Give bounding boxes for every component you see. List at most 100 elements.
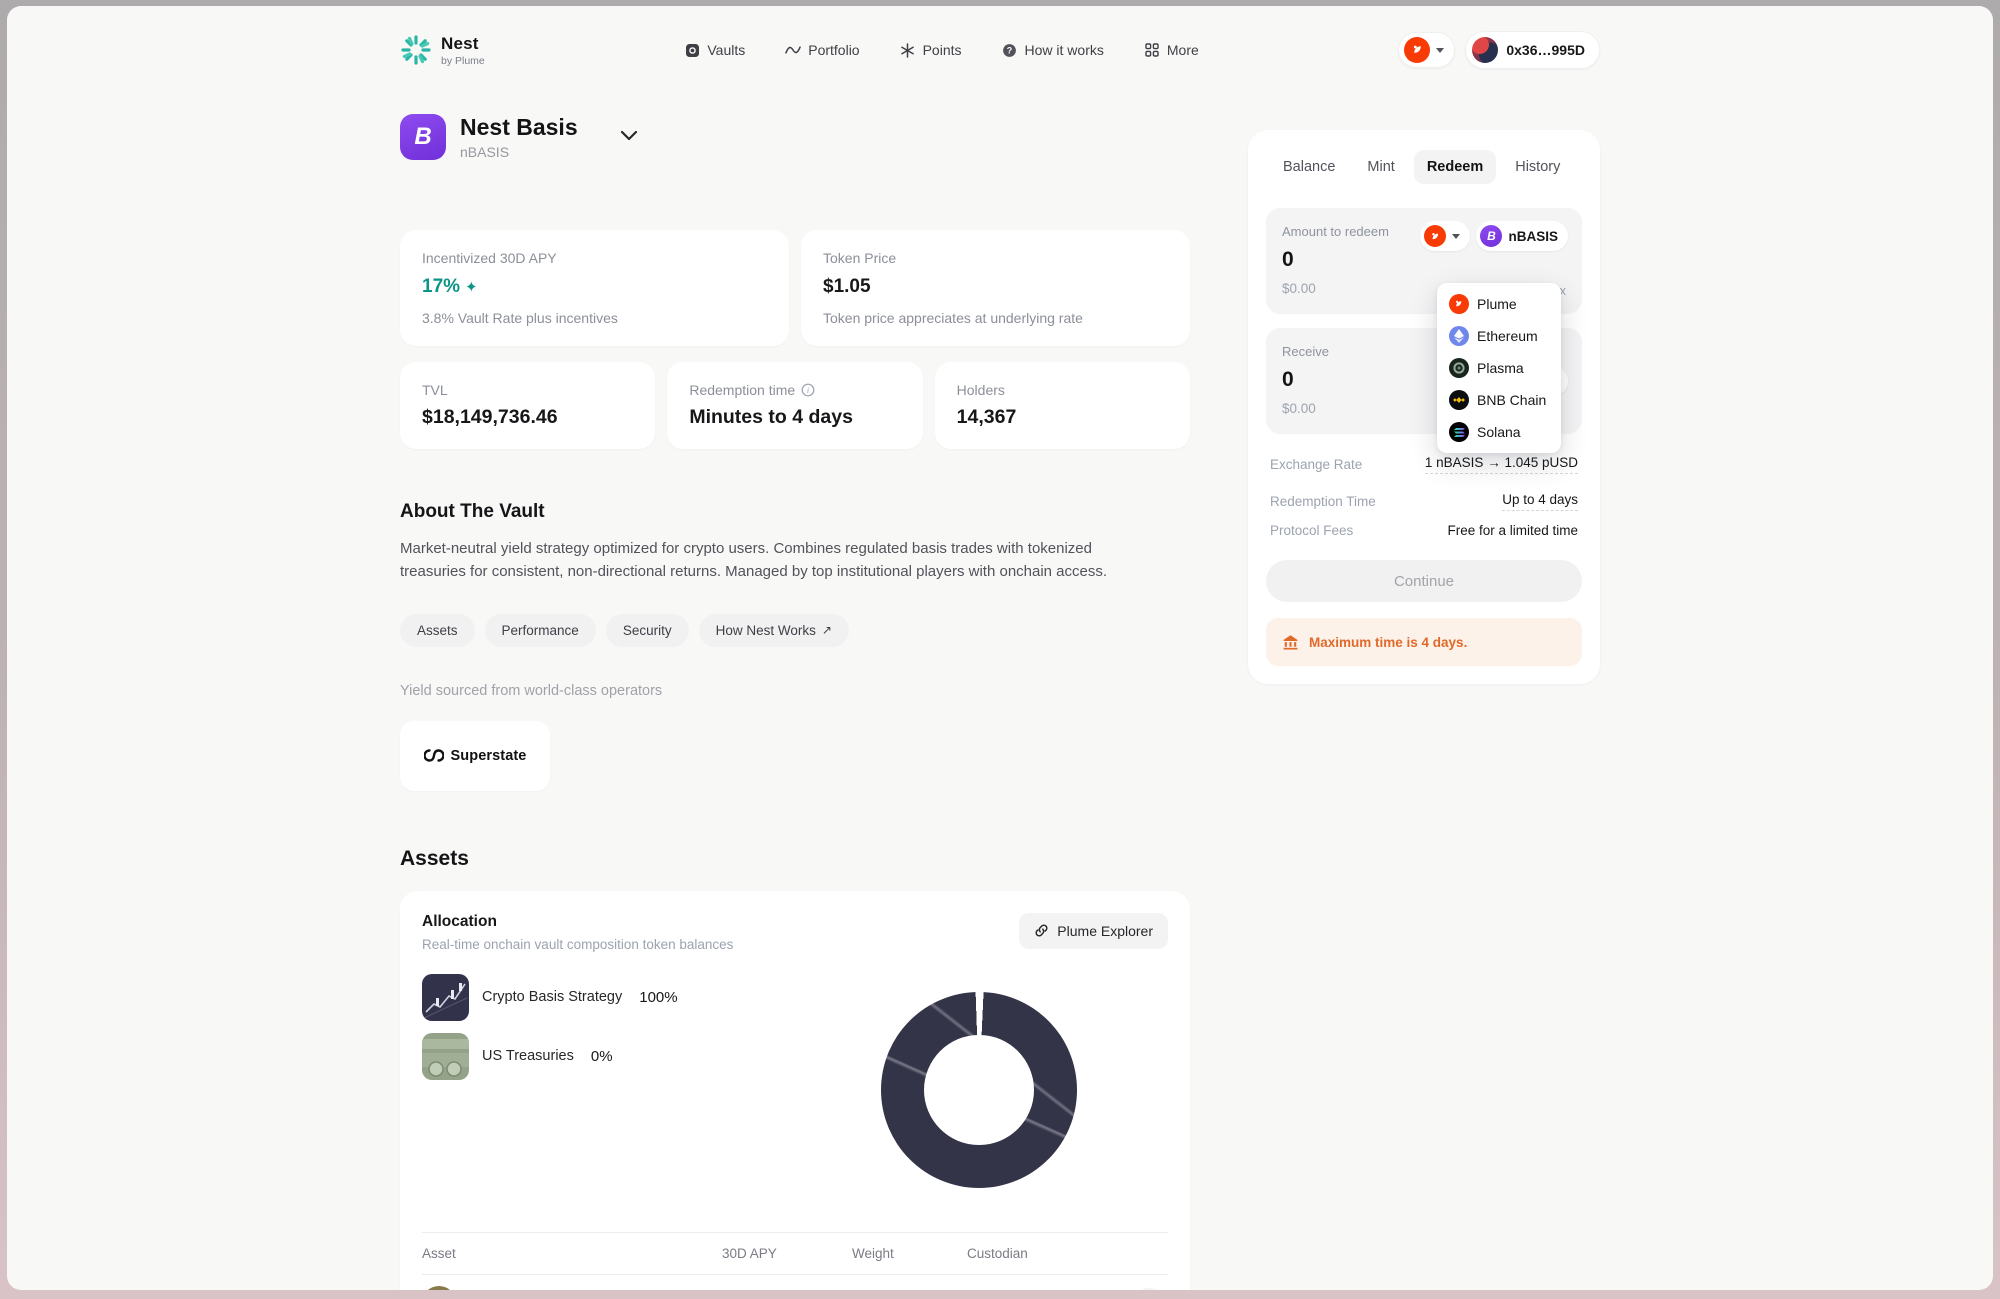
top-nav: Nest by Plume Vaults Portfolio [400, 6, 1600, 94]
nest-logo[interactable]: Nest by Plume [400, 34, 485, 67]
receive-label: Receive [1282, 344, 1329, 359]
assets-table-header-row: Asset 30D APY Weight Custodian [422, 1231, 1168, 1275]
plume-network-icon [1424, 225, 1447, 247]
portfolio-icon [785, 42, 802, 58]
tag-how-nest-works[interactable]: How Nest Works ↗ [698, 613, 849, 647]
network-name: Plume [1477, 296, 1517, 312]
network-name: BNB Chain [1477, 392, 1547, 408]
vault-title-block: Nest Basis nBASIS [460, 114, 578, 160]
app-window: Nest by Plume Vaults Portfolio [7, 6, 1993, 1290]
donut-hole [924, 1034, 1034, 1145]
tvl-label: TVL [422, 382, 448, 398]
price-value: $1.05 [823, 276, 871, 297]
nav-points[interactable]: Points [900, 42, 962, 58]
allocation-card: Allocation Real-time onchain vault compo… [400, 890, 1190, 1290]
tab-balance[interactable]: Balance [1283, 159, 1336, 175]
redemption-value: Minutes to 4 days [689, 406, 853, 428]
vault-header[interactable]: B Nest Basis nBASIS [400, 114, 1190, 160]
legend-value: 0% [590, 1047, 613, 1065]
tab-history[interactable]: History [1515, 159, 1561, 175]
max-time-warning: Maximum time is 4 days. [1266, 618, 1582, 666]
external-link-arrow-icon: ↗ [821, 623, 832, 637]
nest-burst-icon [401, 35, 431, 65]
detail-label: Exchange Rate [1270, 457, 1363, 472]
token-symbol: nBASIS [1508, 228, 1558, 244]
legend-item-crypto-basis: Crypto Basis Strategy 100% [422, 973, 1168, 1021]
continue-button[interactable]: Continue [1266, 560, 1582, 602]
price-note: Token price appreciates at underlying ra… [823, 310, 1083, 326]
tab-redeem[interactable]: Redeem [1413, 150, 1497, 184]
info-icon[interactable]: i [801, 383, 815, 397]
vault-symbol: nBASIS [460, 144, 510, 160]
allocation-title: Allocation [422, 912, 497, 930]
nav-label: More [1166, 42, 1199, 58]
apy-card: Incentivized 30D APY 17% ✦ 3.8% Vault Ra… [400, 230, 789, 346]
network-option-bnb-chain[interactable]: BNB Chain [1437, 384, 1561, 416]
warning-text: Maximum time is 4 days. [1309, 634, 1468, 650]
exchange-rate-value[interactable]: 1 nBASIS → 1.045 pUSD [1424, 455, 1578, 474]
apy-value-row: 17% ✦ [422, 276, 767, 298]
tab-mint[interactable]: Mint [1367, 159, 1395, 175]
superstate-operator-card[interactable]: Superstate [400, 720, 550, 791]
vaults-icon [684, 42, 700, 58]
network-option-plasma[interactable]: Plasma [1437, 352, 1561, 384]
crypto-basis-thumbnail [422, 973, 469, 1021]
assets-table: Asset 30D APY Weight Custodian [422, 1231, 1168, 1290]
operators-caption: Yield sourced from world-class operators [400, 682, 663, 699]
wallet-button[interactable]: 0x36…995D [1465, 31, 1600, 69]
globe-link-icon[interactable] [1134, 1287, 1164, 1290]
redemption-label-row: Redemption time i [689, 382, 900, 398]
protocol-fees-value: Free for a limited time [1447, 523, 1578, 538]
wallet-address: 0x36…995D [1506, 42, 1585, 58]
redemption-time-value[interactable]: Up to 4 days [1502, 492, 1578, 511]
bnb-chain-icon [1449, 390, 1469, 410]
chevron-down-icon[interactable] [620, 128, 638, 146]
nav-vaults[interactable]: Vaults [684, 42, 745, 58]
tag-label: Security [622, 622, 672, 638]
plume-explorer-button[interactable]: Plume Explorer [1019, 912, 1168, 949]
question-circle-icon: ? [1002, 42, 1018, 58]
nbasis-token-icon: B [1480, 225, 1503, 247]
network-name: Ethereum [1477, 328, 1538, 344]
tag-security[interactable]: Security [605, 613, 689, 647]
table-row[interactable]: Superstate USCC 4.14% 100% [422, 1274, 1168, 1290]
price-label: Token Price [823, 250, 897, 266]
network-selector-button[interactable] [1398, 32, 1456, 68]
network-option-ethereum[interactable]: Ethereum [1437, 320, 1561, 352]
tag-assets[interactable]: Assets [400, 613, 475, 647]
ethereum-icon [1449, 326, 1469, 346]
apy-value: 17% [422, 276, 461, 297]
holders-card: Holders 14,367 [934, 362, 1190, 449]
logo-text: Nest by Plume [441, 34, 485, 67]
main-nav: Vaults Portfolio Points ? [684, 42, 1199, 58]
nav-portfolio[interactable]: Portfolio [785, 42, 860, 58]
us-treasuries-thumbnail [422, 1032, 469, 1080]
tag-performance[interactable]: Performance [484, 613, 596, 647]
col-header-custodian: Custodian [967, 1231, 1168, 1275]
redeem-details: Exchange Rate 1 nBASIS → 1.045 pUSD Rede… [1266, 455, 1582, 538]
redemption-time-row: Redemption Time Up to 4 days [1270, 492, 1578, 511]
network-option-plume[interactable]: Plume [1437, 288, 1561, 320]
nav-label: Points [922, 42, 962, 58]
plasma-icon [1449, 358, 1469, 378]
holders-value: 14,367 [956, 406, 1017, 428]
about-tags: Assets Performance Security How Nest Wor… [400, 613, 1190, 647]
about-description: Market-neutral yield strategy optimized … [400, 540, 1108, 581]
network-option-solana[interactable]: Solana [1437, 416, 1561, 448]
receive-value: 0 [1282, 368, 1294, 391]
about-heading: About The Vault [400, 501, 545, 522]
amount-network-selector[interactable] [1420, 221, 1471, 251]
redeem-panel: Balance Mint Redeem History Amount to re… [1248, 130, 1600, 684]
holders-label: Holders [956, 382, 1005, 398]
nav-how-it-works[interactable]: ? How it works [1002, 42, 1104, 58]
points-icon [900, 42, 916, 58]
amount-input[interactable] [1282, 248, 1402, 272]
tag-label: How Nest Works [715, 622, 816, 638]
amount-usd: $0.00 [1282, 281, 1316, 296]
network-name: Solana [1477, 424, 1521, 440]
amount-token-pill[interactable]: B nBASIS [1476, 221, 1568, 251]
plume-icon [1449, 294, 1469, 314]
nav-more[interactable]: More [1144, 42, 1199, 58]
link-icon [1035, 924, 1048, 937]
wallet-avatar [1472, 37, 1499, 63]
